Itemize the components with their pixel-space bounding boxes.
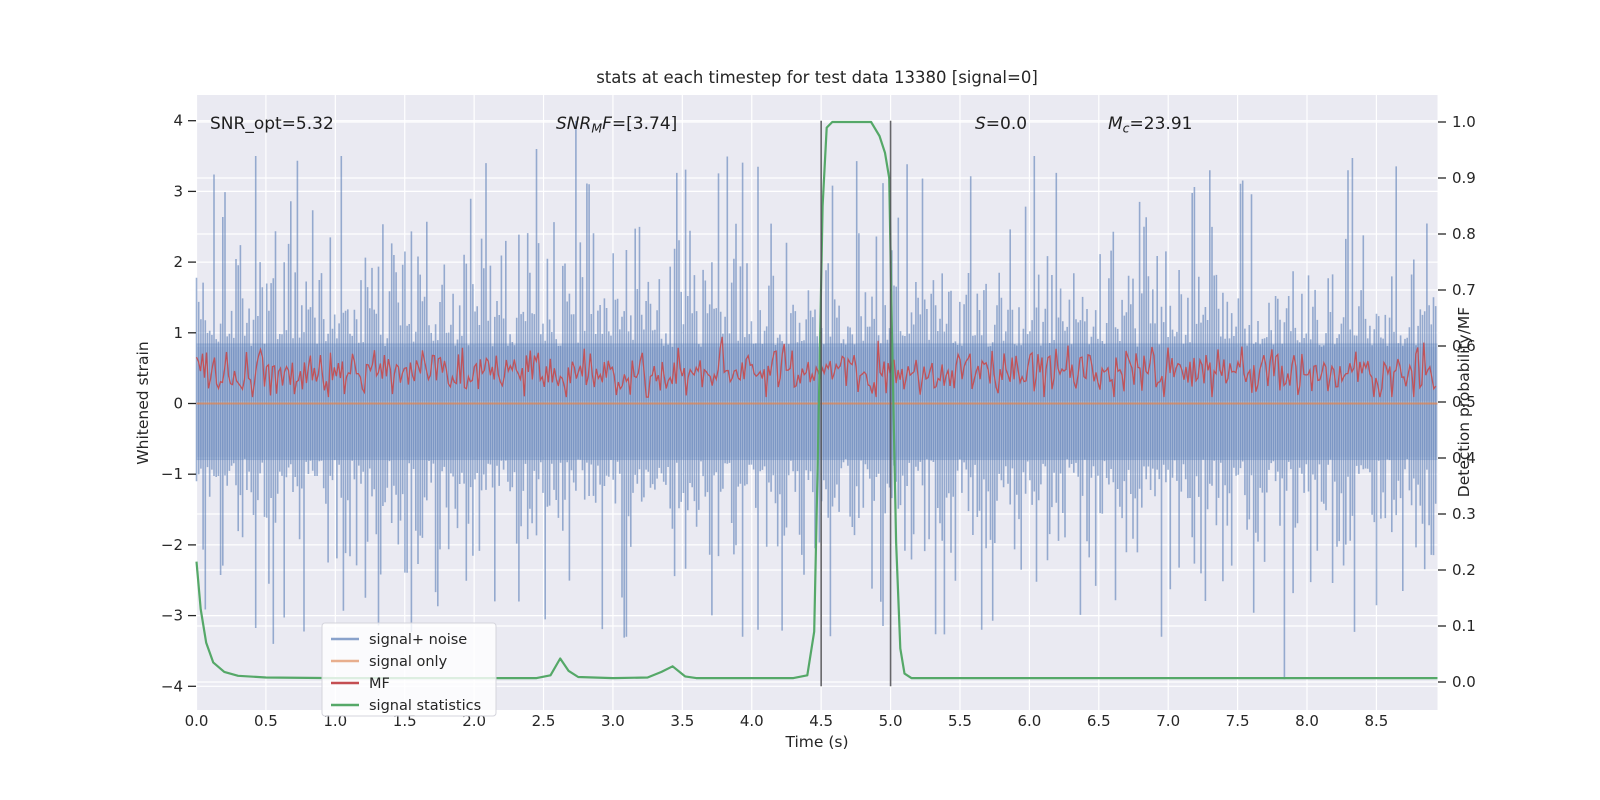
series-mf (195, 336, 1437, 398)
legend: signal+ noise signal only MF signal stat… (321, 622, 497, 717)
annotation-snr-mf: SNRMF=[3.74] (556, 114, 677, 136)
legend-label-mf: MF (369, 676, 390, 692)
y-axis-label-left: Whitened strain (134, 341, 152, 464)
x-tick-label: 7.0 (1156, 712, 1180, 730)
y-tick-label-right: 0.9 (1452, 169, 1476, 187)
y-tick-label-right: 0.2 (1452, 561, 1476, 579)
legend-box (321, 622, 497, 717)
x-tick-label: 6.0 (1017, 712, 1041, 730)
x-tick-label: 5.0 (879, 712, 903, 730)
x-tick-label: 4.5 (809, 712, 833, 730)
x-tick-label: 8.5 (1364, 712, 1388, 730)
x-tick-label: 7.5 (1226, 712, 1250, 730)
legend-label-signal-statistics: signal statistics (369, 698, 481, 714)
y-tick-label-left: −4 (161, 677, 183, 695)
x-tick-label: 3.5 (670, 712, 694, 730)
y-tick-label-right: 0.4 (1452, 449, 1476, 467)
x-tick-label: 0.5 (254, 712, 278, 730)
y-tick-label-left: −2 (161, 536, 183, 554)
y-tick-label-right: 0.0 (1452, 673, 1476, 691)
x-tick-label: 0.0 (185, 712, 209, 730)
y-tick-label-right: 0.5 (1452, 393, 1476, 411)
x-axis-label: Time (s) (784, 733, 848, 751)
y-tick-label-right: 0.7 (1452, 281, 1476, 299)
legend-label-signal-only: signal only (369, 654, 448, 670)
y-tick-label-left: 3 (173, 182, 183, 200)
y-tick-label-left: 2 (173, 253, 183, 271)
x-tick-label: 3.0 (601, 712, 625, 730)
y-tick-label-right: 0.3 (1452, 505, 1476, 523)
annotation-s: S=0.0 (975, 114, 1027, 134)
annotation-mc: Mc=23.91 (1108, 114, 1192, 136)
x-tick-label: 8.0 (1295, 712, 1319, 730)
y-tick-label-right: 0.6 (1452, 337, 1476, 355)
x-tick-label: 6.5 (1087, 712, 1111, 730)
y-tick-label-left: −1 (161, 465, 183, 483)
y-axis-label-right: Detection probability/MF (1455, 307, 1473, 498)
x-tick-label: 2.5 (532, 712, 556, 730)
y-tick-label-right: 0.8 (1452, 225, 1476, 243)
series-signal-plus-noise-core (196, 343, 1438, 461)
y-tick-label-left: 0 (173, 395, 183, 413)
y-tick-label-left: −3 (161, 607, 183, 625)
y-tick-label-right: 0.1 (1452, 617, 1476, 635)
annotation-snr-opt: SNR_opt=5.32 (210, 114, 334, 134)
y-tick-label-left: 4 (173, 112, 183, 130)
legend-label-signal-noise: signal+ noise (369, 632, 467, 648)
chart-title: stats at each timestep for test data 133… (596, 68, 1038, 87)
x-tick-label: 4.0 (740, 712, 764, 730)
y-tick-label-right: 1.0 (1452, 113, 1476, 131)
y-tick-label-left: 1 (173, 324, 183, 342)
x-tick-label: 5.5 (948, 712, 972, 730)
